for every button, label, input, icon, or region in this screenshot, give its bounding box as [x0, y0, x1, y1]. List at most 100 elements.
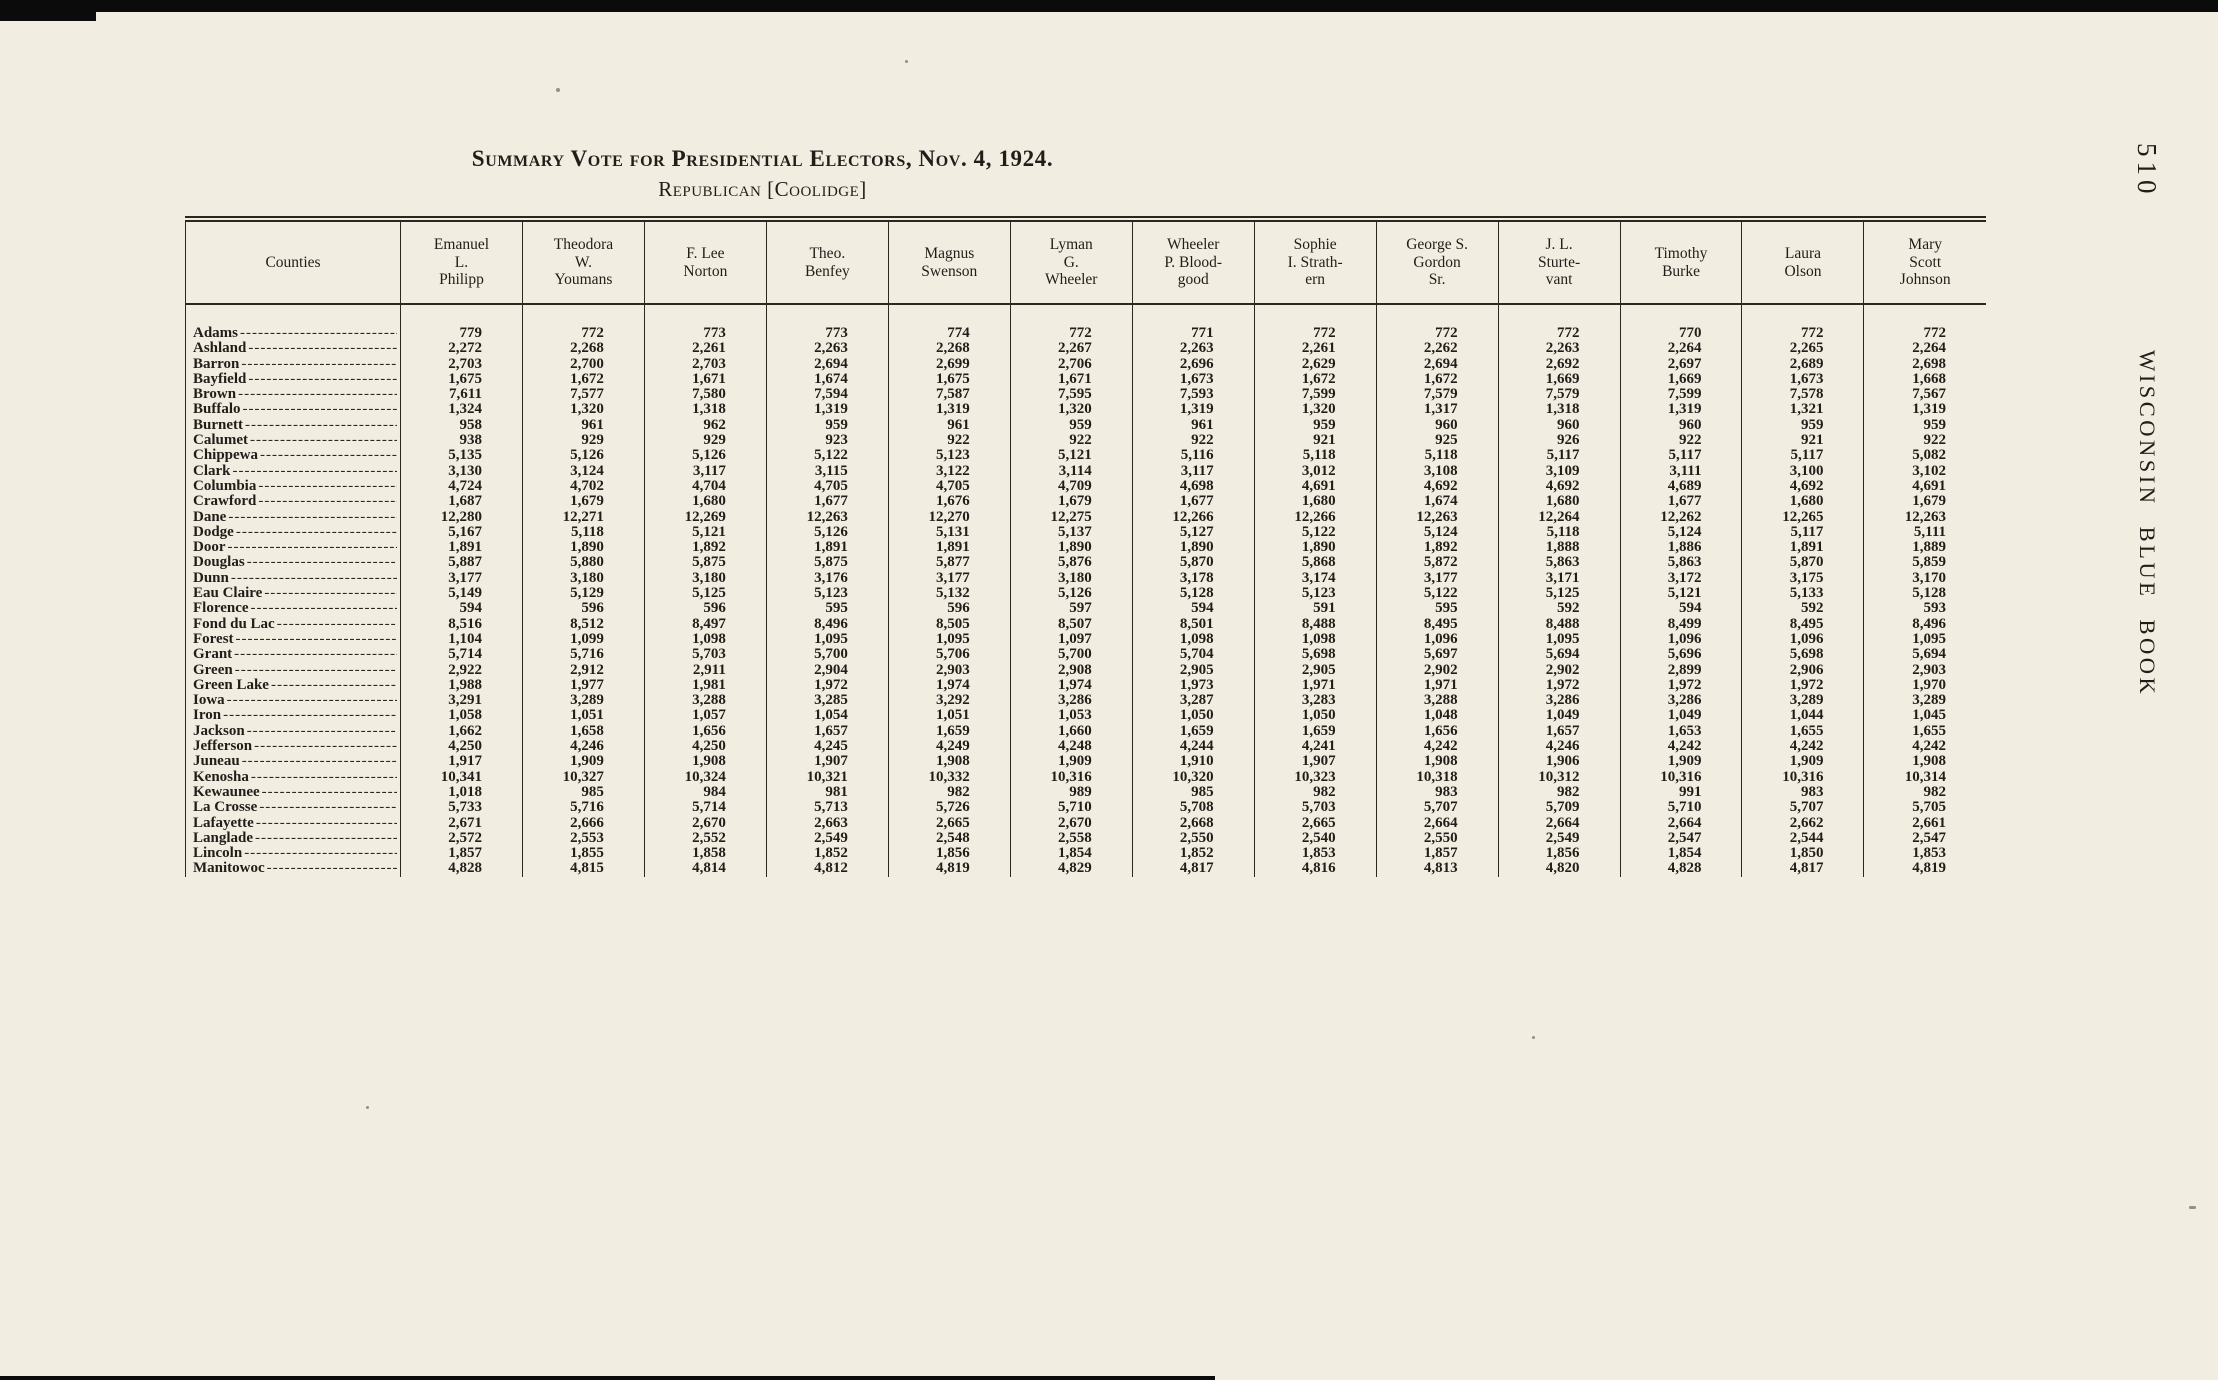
vote-count-cell: 5,117	[1741, 524, 1864, 541]
vote-count-cell: 5,123	[887, 448, 1011, 464]
vote-count-cell: 1,890	[1131, 539, 1255, 556]
table-row: Manitowoc4,8284,8154,8144,8124,8194,8294…	[186, 861, 1986, 877]
vote-count-cell: 10,316	[1009, 769, 1133, 785]
vote-count-cell: 3,286	[1619, 692, 1742, 709]
vote-count-cell: 2,661	[1863, 815, 1986, 831]
vote-count-cell: 2,906	[1741, 662, 1864, 678]
county-cell: Iron	[186, 708, 400, 724]
vote-count-cell: 2,544	[1741, 830, 1864, 847]
vote-count-cell: 5,696	[1619, 646, 1742, 663]
vote-count-cell: 594	[1131, 601, 1255, 617]
vote-count-cell: 3,130	[400, 463, 523, 479]
vote-count-cell: 2,558	[1009, 830, 1133, 847]
county-cell: Fond du Lac	[186, 616, 400, 632]
vote-count-cell: 922	[1619, 432, 1742, 449]
vote-count-cell: 5,714	[400, 646, 523, 663]
vote-count-cell: 7,577	[521, 386, 645, 403]
vote-count-cell: 2,703	[400, 356, 523, 372]
double-rule	[185, 216, 1986, 222]
vote-count-cell: 595	[1375, 601, 1499, 617]
vote-count-cell: 5,137	[1009, 524, 1133, 541]
vote-count-cell: 2,664	[1497, 815, 1621, 831]
vote-count-cell: 1,098	[1131, 631, 1255, 648]
vote-count-cell: 5,887	[400, 555, 523, 571]
vote-count-cell: 958	[400, 417, 523, 434]
vote-count-cell: 2,552	[643, 830, 767, 847]
vote-count-cell: 2,549	[1497, 830, 1621, 847]
county-name: Bayfield	[193, 370, 247, 387]
vote-count-cell: 7,578	[1741, 386, 1864, 403]
vote-count-cell: 7,595	[1009, 386, 1133, 403]
table-row: Green2,9222,9122,9112,9042,9032,9082,905…	[186, 662, 1986, 678]
vote-count-cell: 1,971	[1253, 677, 1377, 694]
column-header: Laura Olson	[1741, 222, 1864, 305]
vote-count-cell: 3,292	[887, 692, 1011, 709]
table-row: Iron1,0581,0511,0571,0541,0511,0531,0501…	[186, 708, 1986, 724]
vote-count-cell: 2,629	[1253, 356, 1377, 372]
vote-count-cell: 1,655	[1741, 723, 1864, 740]
vote-count-cell: 5,126	[643, 448, 767, 464]
vote-count-cell: 5,124	[1619, 524, 1742, 541]
vote-count-cell: 1,655	[1863, 723, 1986, 740]
column-header: Mary Scott Johnson	[1863, 222, 1986, 305]
county-cell: Green Lake	[186, 677, 400, 693]
vote-count-cell: 5,880	[521, 555, 645, 571]
table-row: Ashland2,2722,2682,2612,2632,2682,2672,2…	[186, 340, 1986, 357]
county-cell: Juneau	[186, 754, 400, 770]
table-row: Adams77977277377377477277177277277277077…	[186, 304, 1986, 342]
vote-count-cell: 5,710	[1619, 799, 1742, 816]
vote-count-cell: 2,261	[643, 340, 767, 357]
vote-count-cell: 8,507	[1009, 616, 1133, 632]
vote-count-cell: 5,132	[887, 585, 1011, 602]
scan-edge-bottom	[0, 1376, 1215, 1380]
table-row: Fond du Lac8,5168,5128,4978,4968,5058,50…	[186, 616, 1986, 632]
vote-count-cell: 2,902	[1375, 662, 1499, 678]
vote-count-cell: 8,496	[1863, 616, 1986, 632]
vote-count-cell: 1,095	[1863, 631, 1986, 648]
vote-count-cell: 2,671	[400, 815, 523, 831]
county-cell: Langlade	[186, 829, 400, 846]
vote-count-cell: 3,289	[1863, 692, 1986, 709]
vote-count-cell: 8,497	[643, 616, 767, 632]
county-name: Langlade	[193, 829, 254, 846]
county-name: Adams	[193, 325, 239, 341]
table-head: Counties Emanuel L. Philipp Theodora W. Y…	[185, 222, 1986, 305]
vote-count-cell: 4,817	[1131, 861, 1255, 877]
county-name: Clark	[193, 462, 231, 479]
vote-count-cell: 2,540	[1253, 830, 1377, 847]
vote-count-cell: 1,908	[1863, 754, 1986, 770]
vote-count-cell: 1,680	[1253, 493, 1377, 510]
vote-count-cell: 1,908	[887, 754, 1011, 770]
vote-count-cell: 1,049	[1619, 708, 1742, 724]
vote-count-cell: 3,286	[1497, 692, 1621, 709]
vote-count-cell: 3,012	[1253, 463, 1377, 479]
vote-count-cell: 5,131	[887, 524, 1011, 541]
vote-count-cell: 922	[1863, 432, 1986, 449]
vote-count-cell: 5,118	[1253, 448, 1377, 464]
vote-count-cell: 1,321	[1741, 402, 1864, 418]
vote-count-cell: 1,973	[1131, 677, 1255, 694]
vote-count-cell: 10,314	[1863, 769, 1986, 785]
vote-count-cell: 594	[1619, 601, 1742, 617]
vote-count-cell: 4,819	[887, 861, 1011, 877]
vote-count-cell: 1,677	[1619, 493, 1742, 510]
vote-count-cell: 1,050	[1253, 708, 1377, 724]
vote-count-cell: 770	[1619, 304, 1742, 342]
vote-count-cell: 991	[1619, 784, 1742, 801]
dash-leader	[243, 402, 397, 417]
county-cell: La Crosse	[186, 799, 400, 815]
vote-count-cell: 5,121	[643, 524, 767, 541]
vote-count-cell: 2,903	[1863, 662, 1986, 678]
vote-count-cell: 5,876	[1009, 555, 1133, 571]
vote-count-cell: 8,488	[1497, 616, 1621, 632]
dash-leader	[223, 708, 397, 723]
dash-leader	[236, 525, 397, 540]
vote-count-cell: 2,911	[643, 662, 767, 678]
county-cell: Grant	[186, 646, 400, 662]
vote-count-cell: 1,675	[887, 371, 1011, 388]
vote-count-cell: 984	[643, 784, 767, 801]
county-name: Dunn	[193, 569, 229, 586]
vote-count-cell: 595	[765, 601, 889, 617]
vote-count-cell: 3,109	[1497, 463, 1621, 479]
vote-count-cell: 983	[1375, 784, 1499, 801]
